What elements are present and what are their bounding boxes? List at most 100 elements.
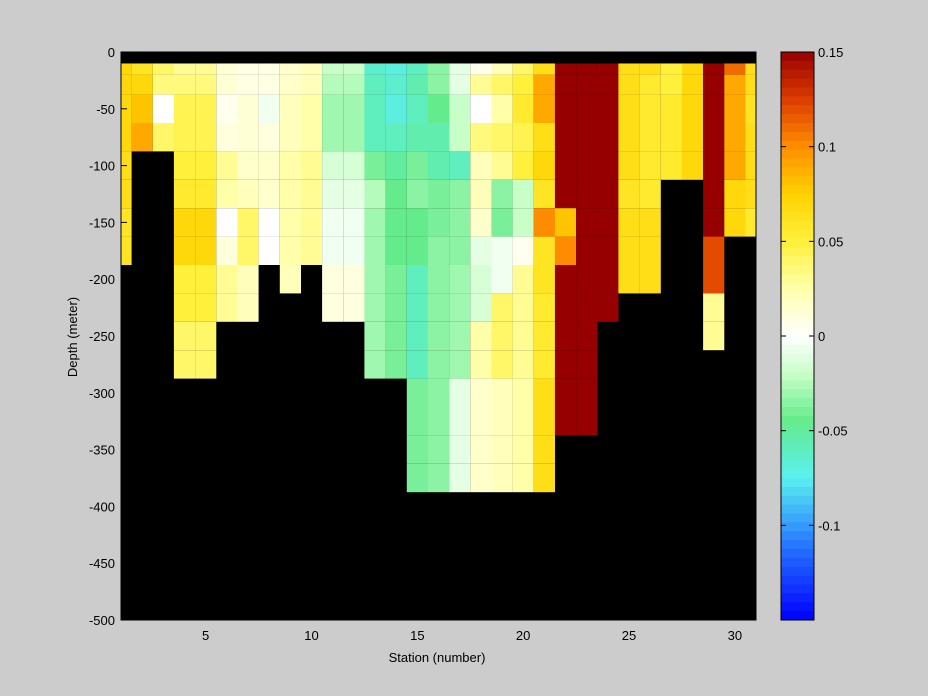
colorbar-segment [781, 531, 814, 541]
heatmap-cell [195, 236, 217, 265]
heatmap-cell [533, 321, 555, 351]
heatmap-cell [703, 236, 725, 265]
heatmap-cell [427, 435, 450, 464]
colorbar-segment [781, 575, 814, 586]
heatmap-cell [745, 74, 756, 95]
heatmap-cell [703, 179, 725, 209]
heatmap-cell [216, 293, 238, 322]
heatmap-cell [427, 63, 450, 75]
heatmap-cell [470, 321, 492, 351]
heatmap-cell [322, 236, 344, 265]
heatmap-cell [300, 94, 323, 123]
x-tick-label: 30 [728, 628, 742, 643]
heatmap-cell [660, 63, 682, 75]
heatmap-cell [554, 236, 577, 265]
x-tick-label: 5 [202, 628, 209, 643]
heatmap-cell [449, 151, 471, 180]
heatmap-cell [300, 208, 323, 237]
heatmap-cell [449, 63, 471, 75]
heatmap-cell [449, 74, 471, 95]
colorbar-segment [781, 87, 814, 97]
heatmap-cell [618, 208, 640, 237]
colorbar-segment [781, 96, 814, 106]
colorbar-segment [781, 602, 814, 612]
colorbar-segment [781, 114, 814, 124]
heatmap-cell [195, 123, 217, 152]
colorbar-segment [781, 282, 814, 293]
heatmap-cell [470, 94, 492, 123]
heatmap-cell [427, 94, 450, 123]
heatmap-cell [279, 63, 301, 75]
heatmap-cell [576, 236, 598, 265]
heatmap-cell [279, 123, 301, 152]
y-tick-label: 0 [108, 45, 115, 60]
heatmap-cell [512, 236, 534, 265]
heatmap-cell [576, 350, 598, 379]
heatmap-cell [533, 179, 555, 209]
heatmap-cell [576, 74, 598, 95]
heatmap-cell [195, 350, 217, 379]
heatmap-cell [216, 265, 238, 294]
heatmap-cell [216, 63, 238, 75]
heatmap-cell [406, 378, 428, 407]
heatmap-cell [173, 265, 196, 294]
heatmap-cell [216, 94, 238, 123]
colorbar-tick-label: 0 [818, 329, 825, 344]
colorbar-segment [781, 140, 814, 151]
heatmap-cell [300, 179, 323, 209]
colorbar-segment [781, 362, 814, 373]
heatmap-cell [554, 293, 577, 322]
heatmap-cell [406, 407, 428, 436]
heatmap-cell [745, 94, 756, 123]
heatmap-cell [512, 74, 534, 95]
heatmap-cell [195, 74, 217, 95]
colorbar-segment [781, 336, 814, 346]
heatmap-cell [554, 321, 577, 351]
heatmap-cell [279, 265, 301, 294]
heatmap-cell [724, 94, 746, 123]
colorbar-segment [781, 540, 814, 550]
heatmap-cell [470, 265, 492, 294]
heatmap-cell [470, 463, 492, 493]
heatmap-cell [195, 293, 217, 322]
colorbar-segment [781, 344, 814, 355]
heatmap-cell [258, 236, 280, 265]
y-tick-label: -50 [96, 102, 115, 117]
heatmap-cell [470, 123, 492, 152]
heatmap-cell [121, 179, 132, 209]
heatmap-cell [427, 407, 450, 436]
colorbar-segment [781, 273, 814, 284]
heatmap-cell [618, 123, 640, 152]
heatmap-cell [195, 208, 217, 237]
colorbar-segment [781, 229, 814, 239]
heatmap-cell [576, 63, 598, 75]
colorbar-segment [781, 433, 814, 444]
heatmap-cell [618, 63, 640, 75]
heatmap-cell [237, 63, 259, 75]
colorbar-tick-label: 0.15 [818, 45, 843, 60]
heatmap-cell [724, 208, 746, 237]
heatmap-cell [491, 208, 513, 237]
heatmap-cell [491, 407, 513, 436]
heatmap-cell [597, 236, 619, 265]
heatmap-cell [639, 63, 661, 75]
colorbar-segment [781, 398, 814, 408]
colorbar-segment [781, 309, 814, 319]
heatmap-cell [618, 179, 640, 209]
colorbar-segment [781, 300, 814, 310]
heatmap-cell [406, 435, 428, 464]
heatmap-cell [639, 208, 661, 237]
y-tick-label: -350 [89, 443, 115, 458]
heatmap-cell [343, 123, 365, 152]
heatmap-cell [470, 74, 492, 95]
heatmap-cell [491, 236, 513, 265]
heatmap-cell [173, 74, 196, 95]
heatmap-cell [639, 236, 661, 265]
heatmap-cell [576, 123, 598, 152]
heatmap-cell [173, 293, 196, 322]
heatmap-cell [576, 94, 598, 123]
heatmap-cell [449, 265, 471, 294]
heatmap-cell [237, 123, 259, 152]
colorbar-segment [781, 69, 814, 80]
heatmap-cell [406, 208, 428, 237]
